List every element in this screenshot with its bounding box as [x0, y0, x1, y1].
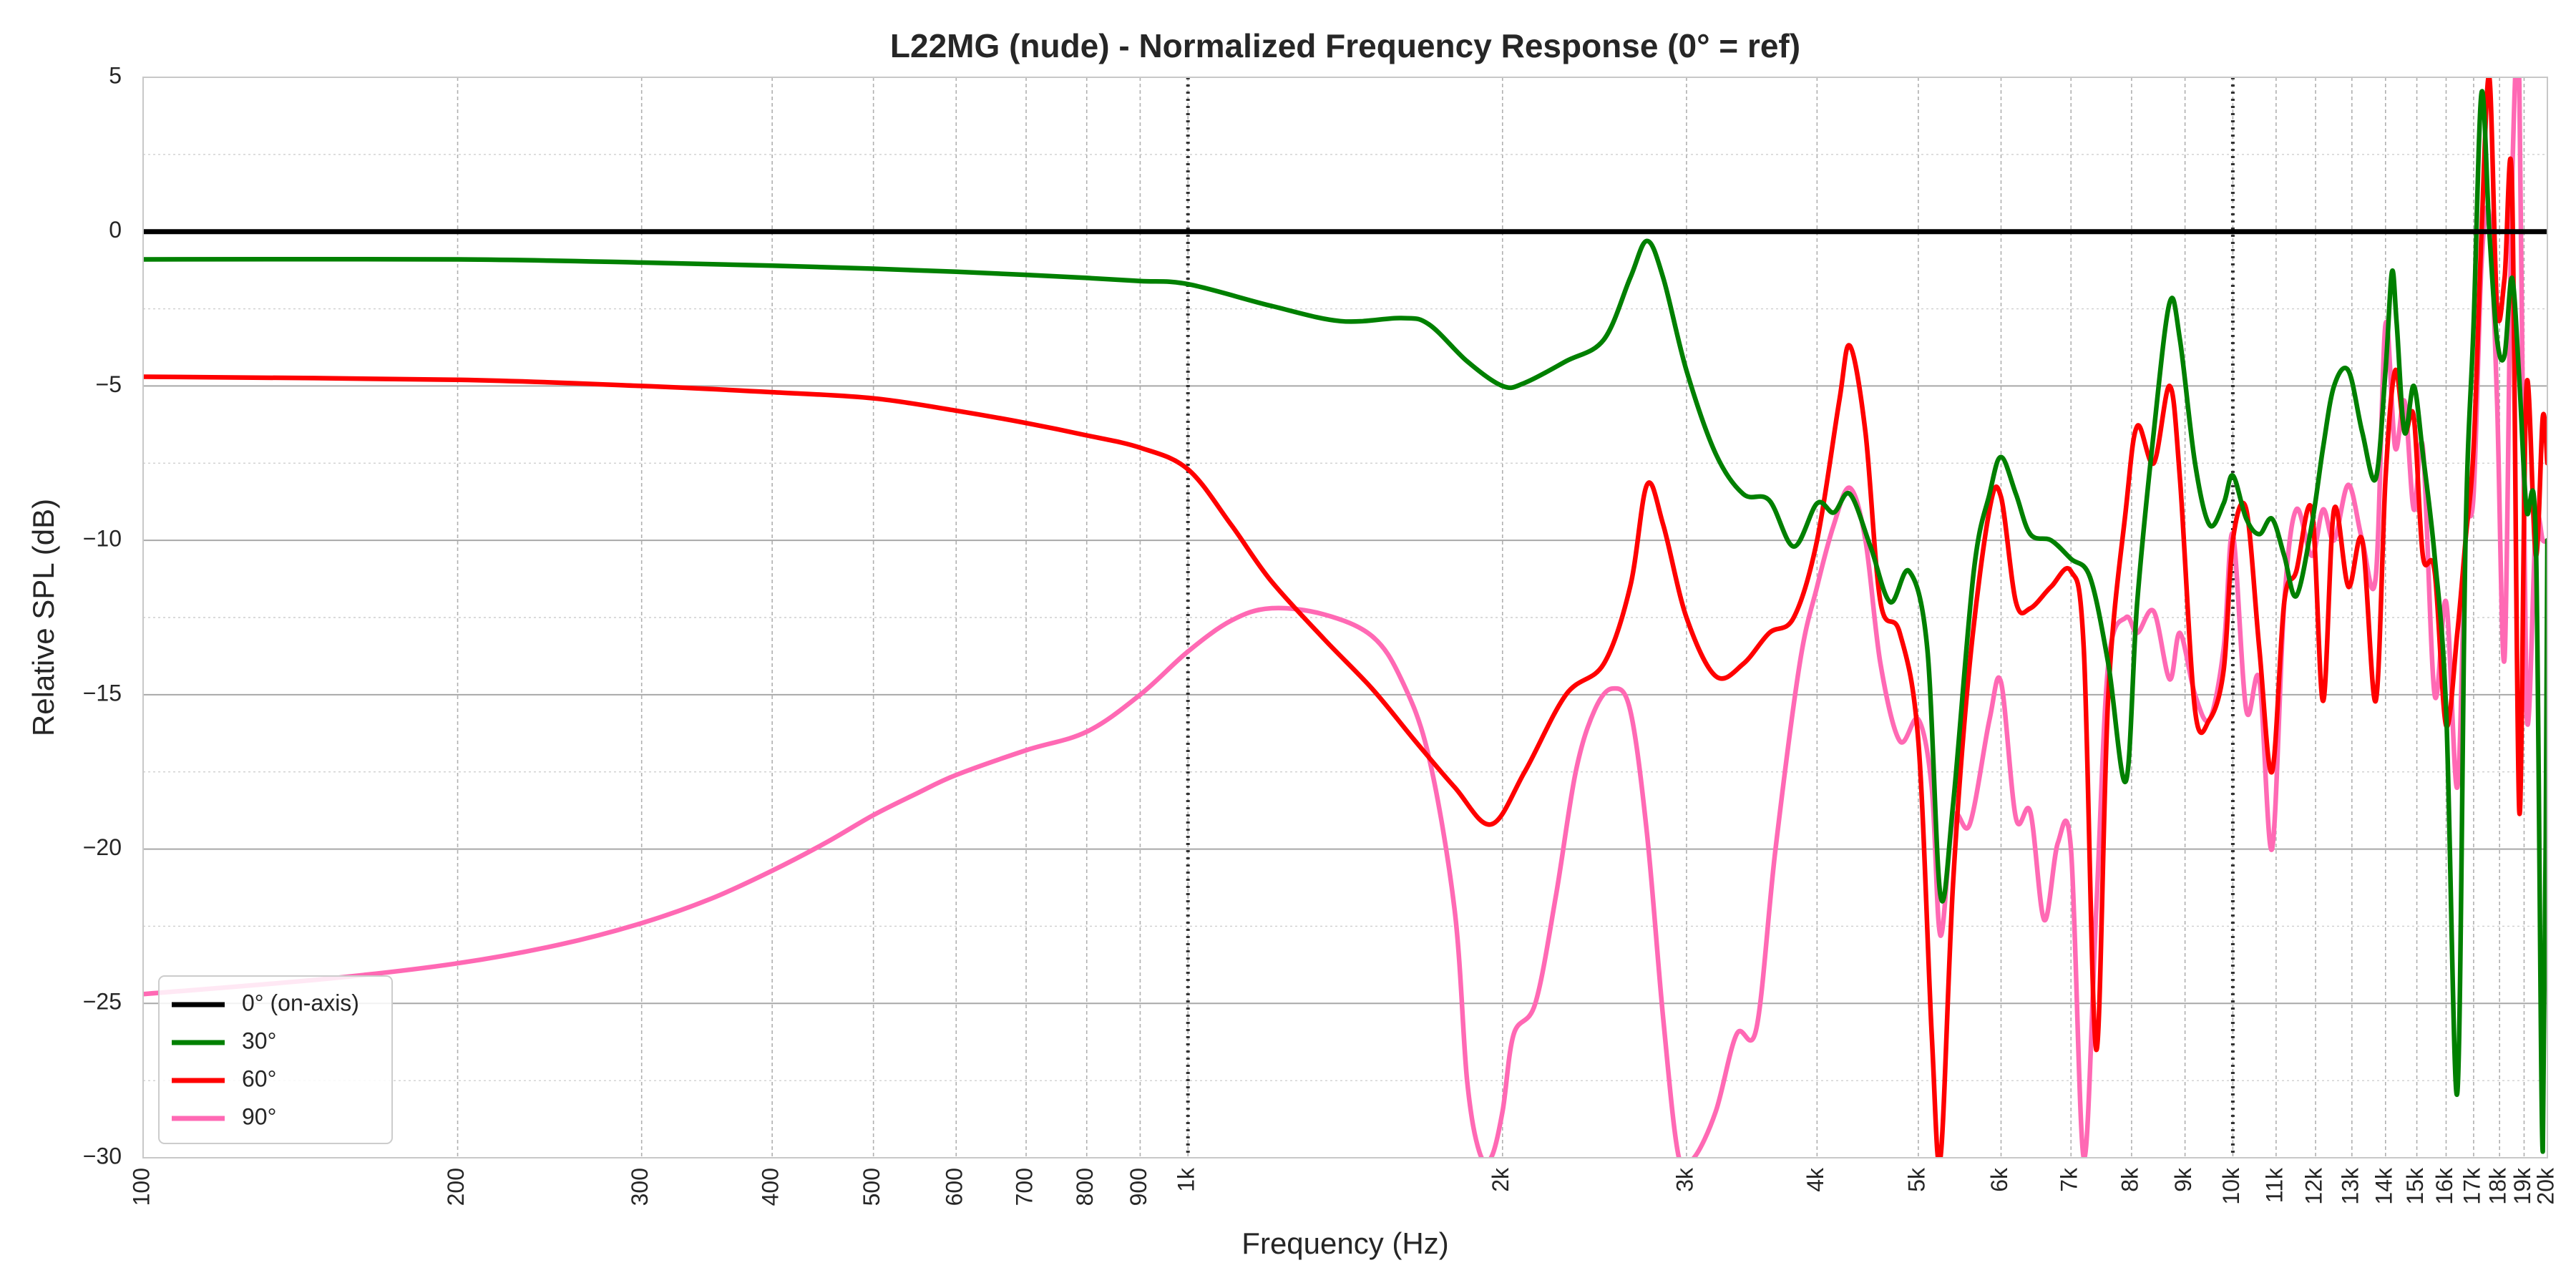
y-tick-label: −15: [83, 680, 122, 706]
x-tick-label: 13k: [2337, 1167, 2363, 1205]
legend-label: 90°: [242, 1103, 276, 1129]
legend-label: 30°: [242, 1028, 276, 1053]
x-tick-label: 11k: [2261, 1167, 2287, 1203]
y-tick-label: −25: [83, 989, 122, 1015]
x-tick-label: 900: [1126, 1168, 1151, 1206]
legend: 0° (on-axis) 30° 60° 90°: [158, 975, 393, 1144]
y-tick-label: 5: [109, 62, 122, 88]
series-lines: [143, 77, 2547, 1158]
plot-frame: [142, 77, 2548, 1158]
x-tick-label: 15k: [2402, 1167, 2428, 1205]
x-tick-label: 8k: [2117, 1167, 2142, 1192]
x-tick-label: 9k: [2170, 1167, 2196, 1192]
reference-lines: [1186, 77, 2235, 1158]
x-tick-label: 17k: [2459, 1167, 2484, 1205]
x-tick-label: 7k: [2057, 1167, 2082, 1192]
y-tick-labels: 5 0 −5 −10 −15 −20 −25 −30: [83, 62, 122, 1169]
x-tick-label: 4k: [1802, 1167, 1828, 1192]
legend-label: 0° (on-axis): [242, 990, 359, 1015]
x-tick-label: 300: [627, 1168, 653, 1206]
x-tick-label: 2k: [1488, 1167, 1513, 1192]
y-tick-label: 0: [109, 217, 122, 243]
x-tick-label: 100: [128, 1168, 154, 1206]
x-tick-label: 12k: [2301, 1167, 2327, 1205]
x-axis-label: Frequency (Hz): [1241, 1226, 1448, 1260]
x-tick-label: 5k: [1903, 1167, 1929, 1192]
chart-title: L22MG (nude) - Normalized Frequency Resp…: [890, 27, 1800, 64]
x-tick-label: 400: [758, 1168, 784, 1206]
x-tick-label: 3k: [1672, 1167, 1697, 1192]
legend-box: [158, 975, 393, 1144]
x-tick-label: 19k: [2509, 1167, 2535, 1205]
series-line-90deg: [143, 77, 2547, 1158]
y-tick-label: −20: [83, 834, 122, 860]
series-line-30deg: [143, 89, 2547, 1154]
x-tick-label: 16k: [2431, 1167, 2457, 1205]
y-tick-label: −10: [83, 526, 122, 552]
legend-label: 60°: [242, 1065, 276, 1091]
x-tick-labels: 100 200 300 400 500 600 700 800 900 1k 2k 3k 4k 5k 6k 7…: [128, 1167, 2558, 1206]
x-tick-label: 200: [443, 1168, 469, 1206]
x-tick-label: 18k: [2485, 1167, 2511, 1205]
x-tick-label: 600: [942, 1168, 967, 1206]
x-tick-label: 10k: [2218, 1167, 2244, 1205]
x-tick-label: 20k: [2532, 1167, 2558, 1205]
y-axis-label: Relative SPL (dB): [26, 499, 60, 736]
y-tick-label: −5: [96, 371, 122, 397]
x-tick-label: 700: [1011, 1168, 1037, 1206]
x-tick-label: 500: [859, 1168, 884, 1206]
x-tick-label: 800: [1072, 1168, 1098, 1206]
x-tick-label: 1k: [1174, 1167, 1199, 1192]
x-tick-label: 6k: [1986, 1167, 2012, 1192]
y-tick-label: −30: [83, 1143, 122, 1169]
x-tick-label: 14k: [2371, 1167, 2396, 1205]
